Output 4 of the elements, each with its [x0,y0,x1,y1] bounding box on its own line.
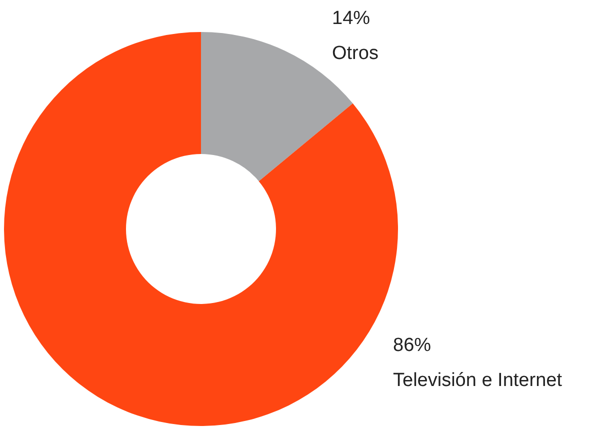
data-label: 14% [332,8,370,29]
slice-label: Otros [332,43,378,64]
data-label: 86% [393,335,432,356]
slice-label: Televisión e Internet [393,370,563,391]
